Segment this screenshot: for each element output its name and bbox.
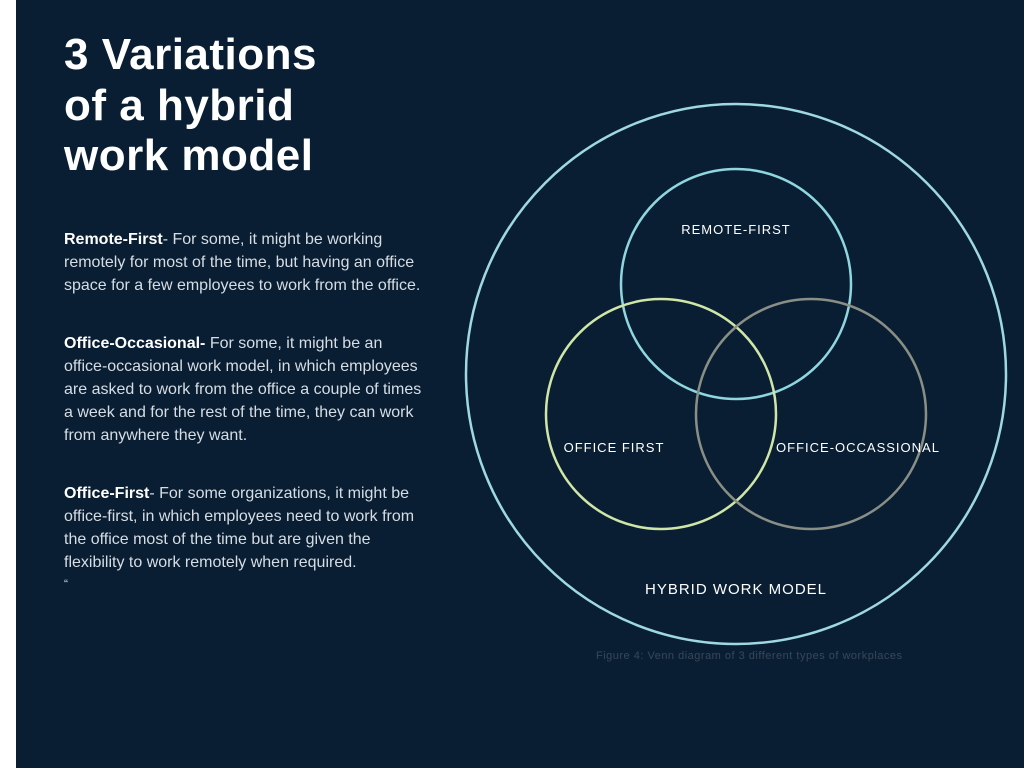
para-lead-suffix: - [149,485,159,502]
outer-circle [466,104,1006,644]
venn-svg: REMOTE-FIRST OFFICE FIRST OFFICE-OCCASSI… [446,84,1024,664]
label-office-occassional: OFFICE-OCCASSIONAL [776,440,940,455]
label-office-first: OFFICE FIRST [564,440,665,455]
label-remote-first: REMOTE-FIRST [681,222,791,237]
infographic-canvas: 3 Variations of a hybrid work model Remo… [16,0,1024,768]
venn-diagram: REMOTE-FIRST OFFICE FIRST OFFICE-OCCASSI… [446,84,1024,664]
page-title: 3 Variations of a hybrid work model [64,30,317,182]
para-office-occasional: Office-Occasional- For some, it might be… [64,332,424,448]
para-lead-suffix: - [163,231,173,248]
body-column: Remote-First- For some, it might be work… [64,228,424,628]
label-hybrid-work-model: HYBRID WORK MODEL [645,581,827,598]
para-lead: Office-Occasional- [64,335,210,352]
circle-remote-first [621,169,851,399]
circle-office-first [546,299,776,529]
circle-office-occassional [696,299,926,529]
para-remote-first: Remote-First- For some, it might be work… [64,228,424,298]
para-lead: Remote-First [64,231,163,248]
figure-caption: Figure 4: Venn diagram of 3 different ty… [596,650,903,662]
para-office-first: Office-First- For some organizations, it… [64,482,424,594]
para-lead: Office-First [64,485,149,502]
